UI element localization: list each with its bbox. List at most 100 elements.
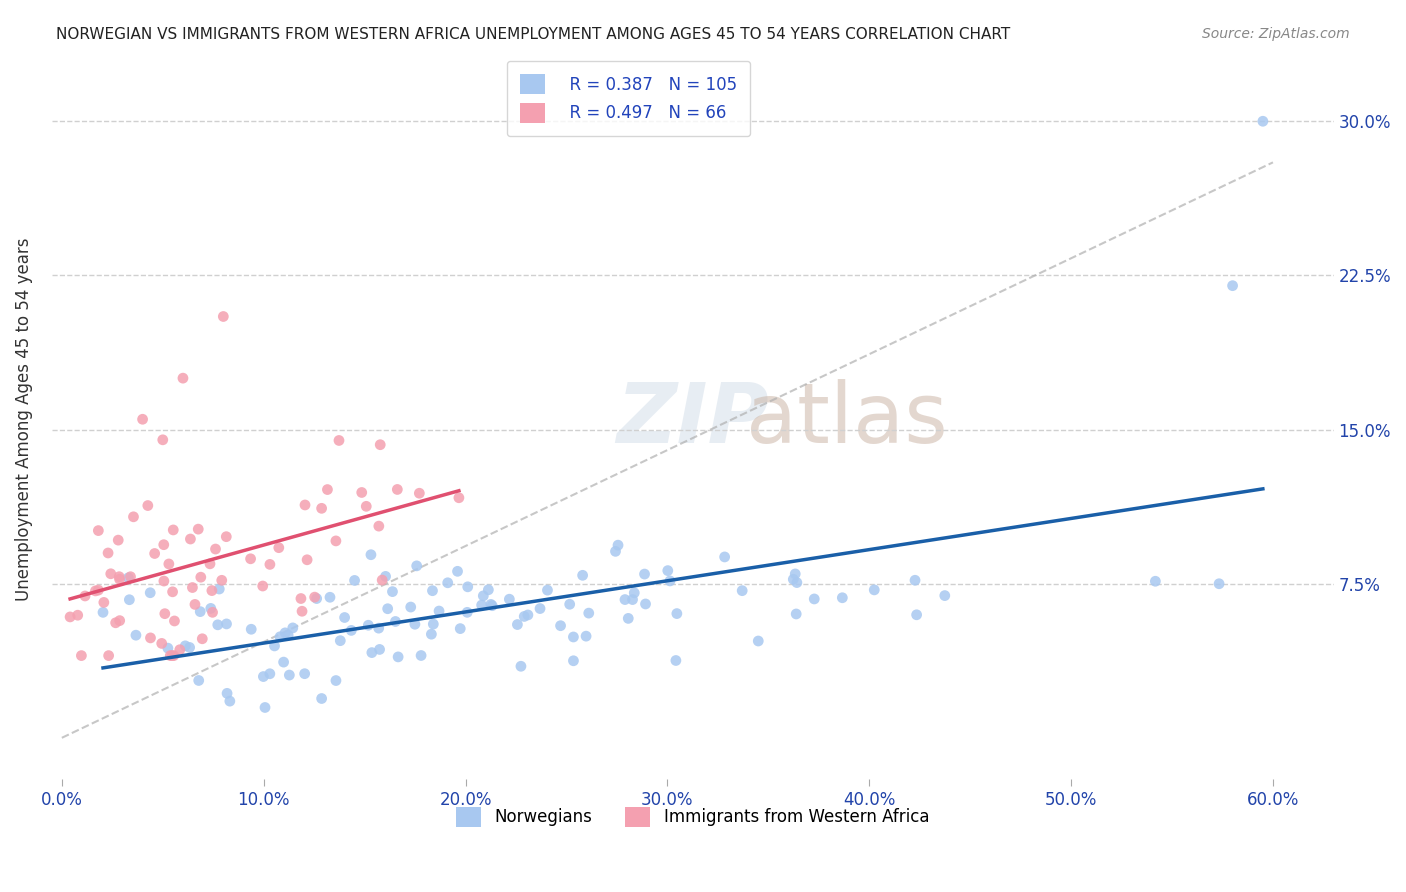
Text: NORWEGIAN VS IMMIGRANTS FROM WESTERN AFRICA UNEMPLOYMENT AMONG AGES 45 TO 54 YEA: NORWEGIAN VS IMMIGRANTS FROM WESTERN AFR… (56, 27, 1011, 42)
Point (100, 566, 122, 581)
Point (239, 551, 262, 566)
Point (179, 532, 201, 546)
Point (387, 483, 409, 497)
Point (84, 583, 107, 598)
Point (634, 597, 657, 611)
Text: Source: ZipAtlas.com: Source: ZipAtlas.com (1202, 27, 1350, 41)
Point (1251, 114, 1274, 128)
Point (179, 640, 201, 655)
Point (360, 548, 382, 562)
Point (91, 605, 114, 619)
Point (713, 549, 735, 564)
Text: atlas: atlas (745, 379, 948, 459)
Point (404, 617, 426, 632)
Point (304, 590, 326, 604)
Point (278, 668, 301, 682)
Point (172, 371, 194, 385)
Point (436, 575, 458, 590)
Point (311, 501, 333, 516)
Point (1144, 574, 1167, 589)
Point (274, 626, 297, 640)
Point (207, 617, 229, 632)
Point (659, 574, 682, 588)
Point (340, 624, 363, 638)
Point (200, 601, 222, 615)
Point (120, 570, 142, 584)
Point (162, 523, 184, 537)
Y-axis label: Unemployment Among Ages 45 to 54 years: Unemployment Among Ages 45 to 54 years (15, 237, 32, 601)
Point (87, 524, 110, 538)
Point (253, 700, 276, 714)
Point (408, 486, 430, 500)
Point (905, 607, 928, 622)
Point (305, 591, 328, 606)
Point (409, 648, 432, 663)
Point (447, 491, 470, 505)
Point (343, 574, 366, 588)
Point (731, 583, 754, 598)
Point (367, 519, 389, 533)
Point (125, 628, 148, 642)
Point (516, 607, 538, 622)
Point (498, 592, 520, 607)
Point (198, 557, 221, 571)
Point (174, 639, 197, 653)
Point (118, 592, 141, 607)
Point (252, 669, 274, 683)
Point (803, 591, 825, 606)
Point (786, 575, 808, 590)
Point (575, 629, 598, 643)
Point (188, 605, 211, 619)
Point (187, 522, 209, 536)
Point (513, 609, 536, 624)
Point (621, 592, 644, 607)
Point (427, 604, 450, 618)
Point (160, 648, 183, 663)
Point (259, 558, 281, 572)
Point (311, 691, 333, 706)
Point (1222, 278, 1244, 293)
Text: ZIP: ZIP (616, 379, 769, 459)
Point (218, 694, 240, 708)
Point (665, 653, 688, 667)
Point (59, 610, 82, 624)
Point (934, 589, 956, 603)
Point (87, 583, 110, 598)
Point (316, 483, 339, 497)
Point (162, 584, 184, 599)
Point (374, 569, 396, 583)
Point (422, 583, 444, 598)
Point (506, 617, 529, 632)
Point (73, 589, 96, 603)
Point (139, 586, 162, 600)
Point (605, 544, 627, 558)
Point (356, 500, 378, 514)
Point (108, 570, 131, 584)
Point (422, 617, 444, 632)
Point (277, 628, 299, 642)
Point (360, 646, 382, 660)
Point (747, 634, 769, 648)
Point (211, 574, 233, 588)
Point (785, 607, 807, 621)
Point (152, 538, 174, 552)
Point (208, 582, 231, 596)
Point (294, 666, 316, 681)
Point (325, 533, 347, 548)
Point (122, 509, 145, 524)
Point (333, 610, 356, 624)
Point (143, 547, 166, 561)
Point (399, 600, 422, 615)
Point (93, 595, 115, 609)
Point (578, 606, 600, 620)
Point (240, 622, 263, 636)
Point (328, 434, 350, 448)
Point (212, 310, 235, 324)
Point (368, 438, 391, 452)
Point (156, 641, 179, 656)
Point (405, 558, 427, 573)
Point (273, 655, 295, 669)
Point (479, 598, 502, 612)
Point (190, 570, 212, 584)
Point (357, 618, 380, 632)
